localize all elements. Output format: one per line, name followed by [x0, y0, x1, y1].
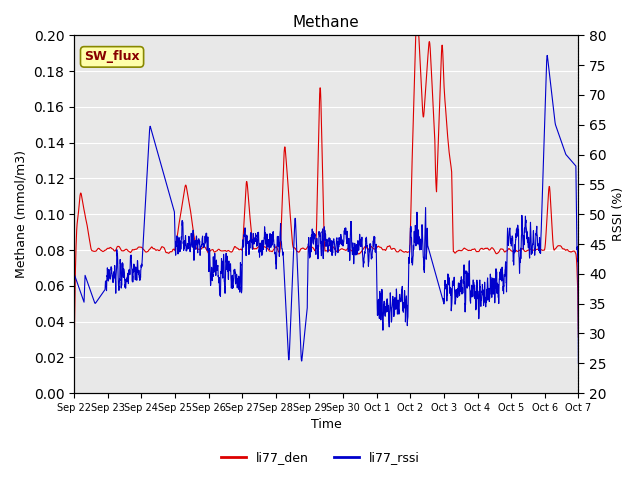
Title: Methane: Methane	[293, 15, 360, 30]
Y-axis label: RSSI (%): RSSI (%)	[612, 187, 625, 241]
Legend: li77_den, li77_rssi: li77_den, li77_rssi	[216, 446, 424, 469]
Text: SW_flux: SW_flux	[84, 50, 140, 63]
Y-axis label: Methane (mmol/m3): Methane (mmol/m3)	[15, 150, 28, 278]
X-axis label: Time: Time	[311, 419, 342, 432]
